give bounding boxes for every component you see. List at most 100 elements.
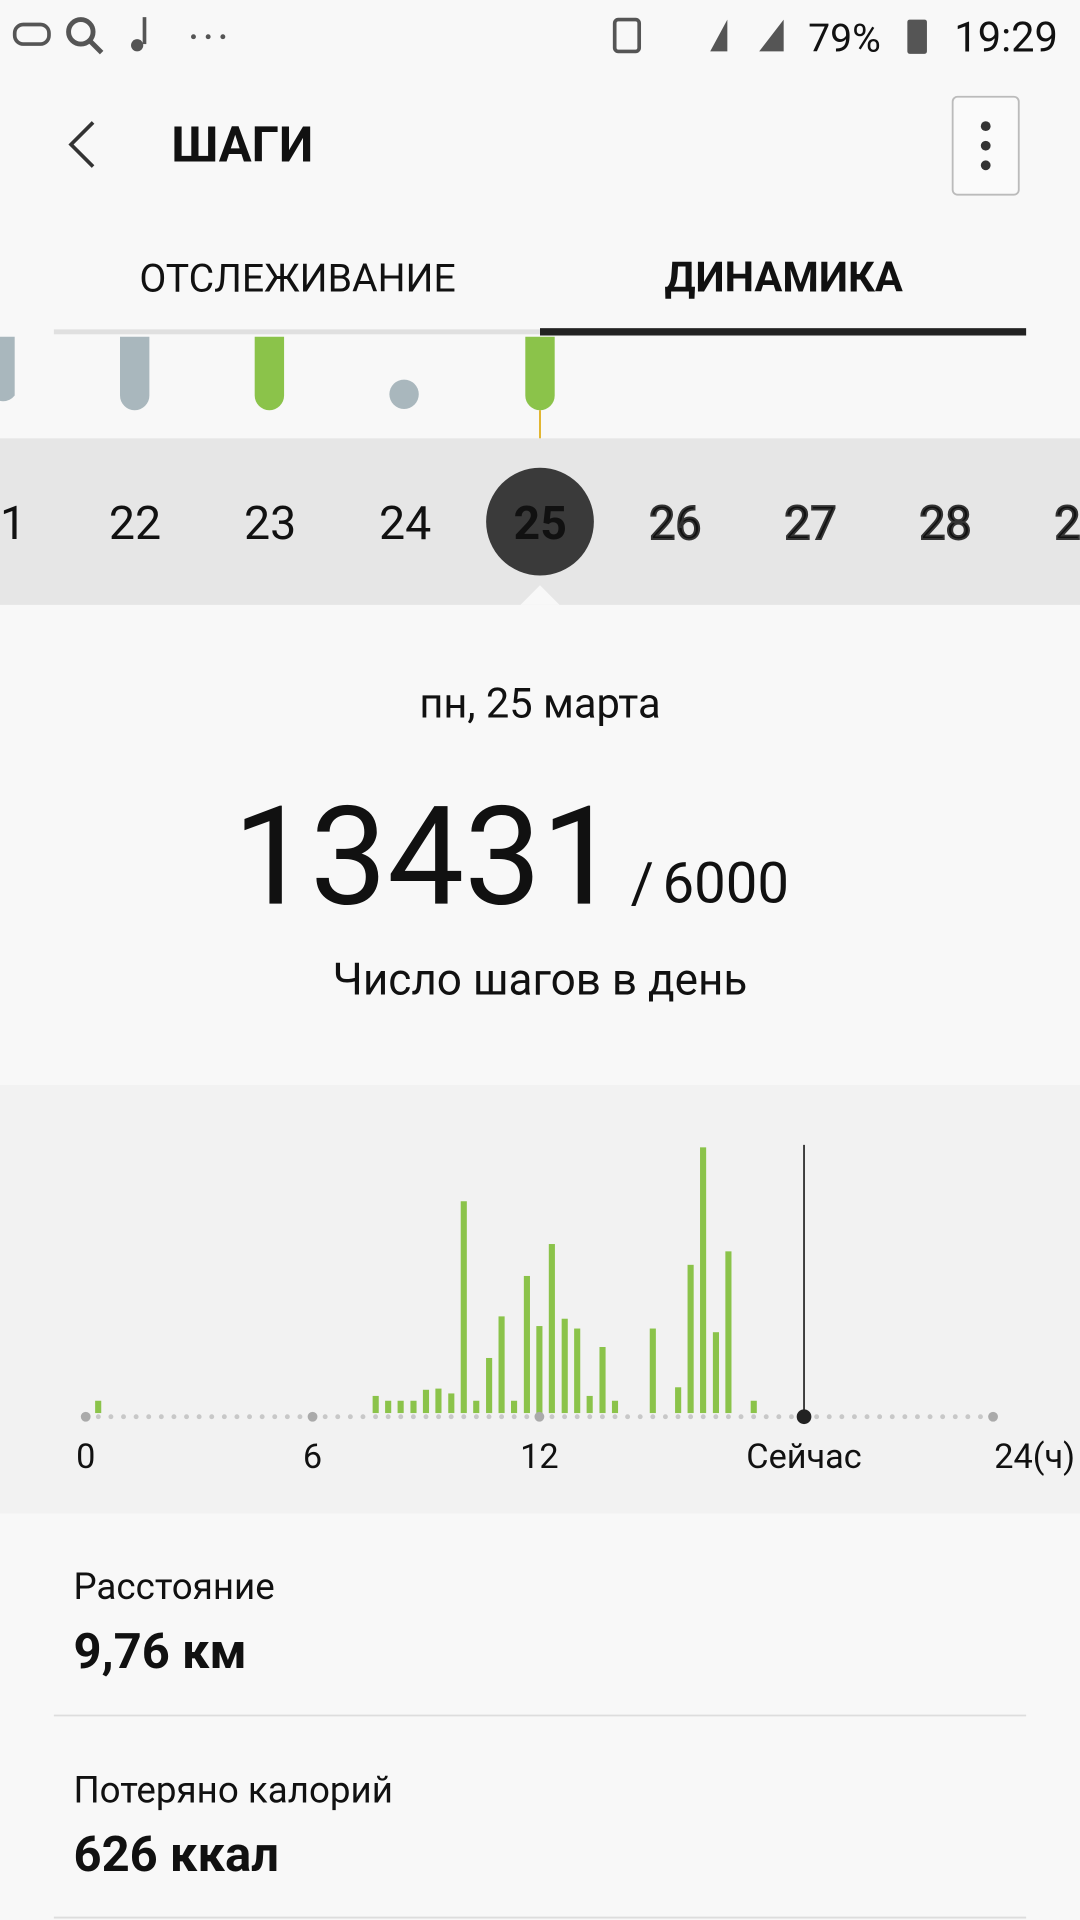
axis-dot (662, 1414, 668, 1420)
axis-dot (587, 1414, 593, 1420)
tick-dot (988, 1411, 998, 1422)
x-tick-label: 0 (76, 1437, 95, 1477)
axis-dot (297, 1414, 303, 1420)
axis-dot (612, 1414, 618, 1420)
bar (473, 1400, 480, 1414)
axis-dot (486, 1414, 492, 1420)
axis-dot (121, 1414, 126, 1420)
axis-dot (335, 1414, 341, 1420)
axis-dot (259, 1414, 265, 1420)
axis-dot (915, 1414, 920, 1420)
axis-dot (448, 1414, 454, 1420)
bar (410, 1400, 417, 1414)
axis-dot (398, 1414, 404, 1420)
axis-dot (234, 1414, 240, 1420)
status-icons (12, 17, 927, 55)
day-number[interactable]: 25 (514, 497, 567, 551)
day-number[interactable]: 22 (109, 497, 161, 551)
axis-dot (247, 1414, 252, 1420)
axis-dot (347, 1414, 353, 1420)
bar (510, 1400, 518, 1414)
tab-active[interactable]: ДИНАМИКА (665, 253, 903, 302)
axis-dot (385, 1414, 391, 1420)
axis-dot (940, 1414, 946, 1420)
bar (397, 1400, 404, 1414)
axis-dot (738, 1414, 744, 1420)
bar (548, 1244, 555, 1414)
axis-dot (650, 1414, 656, 1420)
bar (649, 1328, 656, 1414)
axis-dot (864, 1414, 870, 1420)
back-button[interactable] (68, 121, 95, 168)
axis-dot (637, 1414, 643, 1420)
axis-dot (978, 1414, 983, 1420)
axis-dot (108, 1414, 114, 1420)
axis-dot (700, 1414, 706, 1420)
bar (498, 1316, 505, 1414)
axis-dot (461, 1414, 467, 1420)
bar (422, 1389, 430, 1414)
tab-indicator (540, 328, 1027, 336)
axis-dot (499, 1414, 505, 1420)
day-number[interactable]: 24 (379, 497, 431, 551)
day-number[interactable]: 28 (918, 496, 972, 552)
axis-dot (877, 1414, 883, 1420)
axis-dot (473, 1414, 479, 1420)
axis-dot (284, 1414, 290, 1420)
axis-dot (599, 1414, 605, 1420)
stat-value: 9,76 км (73, 1623, 246, 1680)
bar (561, 1318, 568, 1414)
x-tick-label: 12 (520, 1437, 559, 1477)
bar (95, 1400, 102, 1414)
axis-dot (221, 1414, 227, 1420)
axis-dot (272, 1414, 278, 1420)
axis-dot (524, 1414, 530, 1420)
axis-dot (549, 1414, 555, 1420)
more-menu[interactable] (951, 95, 1020, 196)
axis-dot (763, 1414, 769, 1420)
axis-dot (562, 1414, 568, 1420)
now-dot (796, 1409, 812, 1425)
axis-dot (965, 1414, 971, 1420)
clock: 19:29 (954, 13, 1058, 62)
axis-dot (814, 1414, 820, 1420)
axis-dot (889, 1414, 895, 1420)
axis-dot (574, 1414, 580, 1420)
screen-title: ШАГИ (171, 117, 313, 174)
tab[interactable]: ОТСЛЕЖИВАНИЕ (139, 255, 455, 301)
bar (725, 1251, 732, 1414)
bar (460, 1201, 467, 1414)
day-number[interactable]: 21 (0, 497, 26, 551)
day-mini-bars (0, 336, 555, 439)
tick-dot (307, 1411, 318, 1422)
bar (599, 1346, 606, 1414)
axis-dot (410, 1414, 416, 1420)
axis-dot (851, 1414, 857, 1420)
tick-dot (80, 1411, 91, 1422)
axis-dot (826, 1414, 832, 1420)
bar (750, 1400, 757, 1414)
axis-dot (184, 1414, 189, 1420)
date-label: пн, 25 марта (419, 680, 660, 729)
day-number[interactable]: 26 (648, 496, 702, 552)
bar (486, 1357, 493, 1414)
selected-day[interactable] (486, 467, 594, 576)
bar (448, 1393, 455, 1414)
axis-dot (688, 1414, 694, 1420)
axis-dot (171, 1414, 177, 1420)
axis-dot (133, 1414, 139, 1420)
bar (385, 1400, 392, 1414)
bar (586, 1395, 593, 1414)
chart-panel (0, 1084, 1080, 1514)
axis-dot (146, 1414, 152, 1420)
axis-dot (952, 1414, 958, 1420)
axis-dot (209, 1414, 215, 1420)
day-number[interactable]: 23 (244, 497, 296, 551)
day-number[interactable]: 27 (783, 496, 837, 552)
day-number[interactable]: 29 (1053, 496, 1080, 552)
bar (536, 1326, 543, 1414)
axis-dot (360, 1414, 366, 1420)
axis-dot (423, 1414, 429, 1420)
date-pointer (520, 585, 560, 605)
